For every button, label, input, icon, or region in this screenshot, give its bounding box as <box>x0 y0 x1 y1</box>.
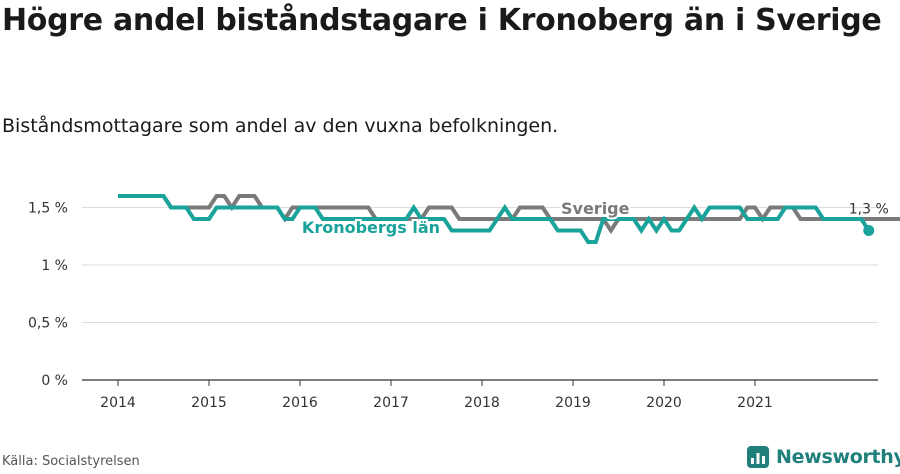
x-tick-label: 2015 <box>191 395 227 411</box>
series-label: Sverige <box>561 199 630 218</box>
series-layer <box>118 194 900 244</box>
x-tick-label: 2016 <box>282 395 318 411</box>
y-tick-label: 0 % <box>41 373 68 389</box>
y-axis-labels: 0 % 0,5 % 1 % 1,5 % <box>28 201 68 390</box>
y-tick-label: 0,5 % <box>28 316 68 332</box>
x-tick-label: 2018 <box>464 395 500 411</box>
brand-name: Newsworthy <box>776 446 900 468</box>
end-point-marker <box>863 225 875 236</box>
x-tick-label: 2021 <box>737 395 773 411</box>
chart-title: Högre andel biståndstagare i Kronoberg ä… <box>2 3 882 38</box>
chart-subtitle: Biståndsmottagare som andel av den vuxna… <box>2 115 559 137</box>
y-tick-label: 1 % <box>41 258 68 274</box>
series-label: Kronobergs län <box>302 218 440 237</box>
x-axis: 2014 2015 2016 2017 2018 2019 2020 2021 <box>82 379 878 411</box>
brand-logo[interactable]: Newsworthy <box>746 442 900 472</box>
x-tick-label: 2014 <box>100 395 136 411</box>
series-line-kronobergs-län <box>118 194 871 244</box>
x-tick-label: 2020 <box>646 395 682 411</box>
newsworthy-logo-icon <box>747 446 769 468</box>
end-value-label: 1,3 % <box>849 202 889 218</box>
y-tick-label: 1,5 % <box>28 201 68 217</box>
x-tick-label: 2017 <box>373 395 409 411</box>
series-labels: Sverige Kronobergs län 1,3 % <box>300 197 889 239</box>
grid-layer <box>82 207 878 323</box>
x-tick-label: 2019 <box>555 395 591 411</box>
source-note: Källa: Socialstyrelsen <box>2 454 140 469</box>
